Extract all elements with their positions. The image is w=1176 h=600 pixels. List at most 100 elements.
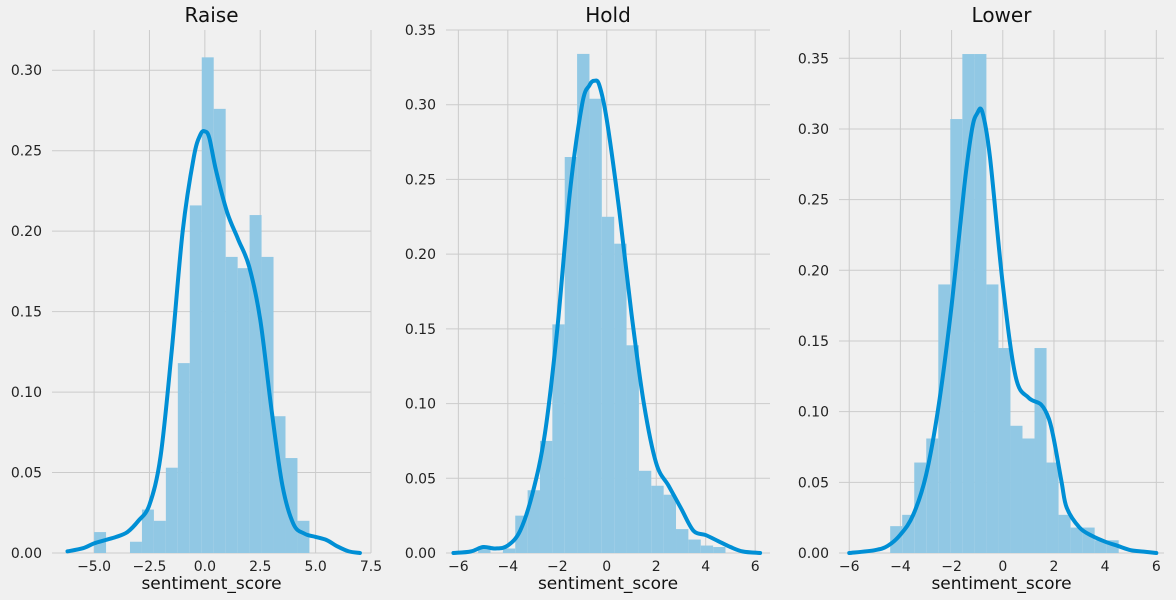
panel-title: Raise <box>185 3 239 27</box>
x-tick-label: 2.5 <box>249 559 271 575</box>
y-tick-label: 0.30 <box>798 122 829 138</box>
y-tick-label: 0.00 <box>11 546 42 562</box>
x-tick-label: −6 <box>448 559 469 575</box>
histogram-bar <box>564 157 578 553</box>
y-tick-label: 0.00 <box>405 546 436 562</box>
histogram-bar <box>237 268 250 553</box>
histogram-bar <box>1046 462 1059 553</box>
y-tick-label: 0.25 <box>11 144 42 160</box>
x-tick-label: −4 <box>498 559 519 575</box>
y-tick-label: 0.30 <box>11 63 42 79</box>
x-axis-label: sentiment_score <box>931 574 1071 594</box>
y-tick-label: 0.15 <box>405 322 436 338</box>
histogram-bar <box>1022 438 1035 553</box>
histogram-bar <box>189 205 202 553</box>
histogram-bar <box>986 284 999 553</box>
histogram-bar <box>1010 425 1023 553</box>
kde-curve <box>847 106 1159 555</box>
y-tick-label: 0.25 <box>798 193 829 209</box>
histogram-bar <box>141 509 154 553</box>
kde-curve <box>65 129 362 555</box>
histogram-bar <box>213 108 226 554</box>
x-axis-label: sentiment_score <box>538 574 678 594</box>
x-tick-label: 5.0 <box>304 559 326 575</box>
x-tick-label: −4 <box>890 559 911 575</box>
histogram-bar <box>1070 527 1083 553</box>
histogram-bar <box>1058 514 1071 553</box>
kde-curve <box>451 78 763 555</box>
panel-title: Hold <box>585 3 631 27</box>
x-tick-label: 4 <box>1101 559 1110 575</box>
histogram-bar <box>926 438 939 553</box>
histogram-bar <box>902 514 915 553</box>
histogram-bar <box>539 440 553 553</box>
histogram-bar <box>638 470 652 553</box>
histogram-bar <box>589 98 602 553</box>
y-tick-label: 0.35 <box>798 51 829 67</box>
y-tick-label: 0.05 <box>405 471 436 487</box>
x-tick-label: −2 <box>941 559 962 575</box>
x-tick-labels: −5.0 −2.5 0.0 2.5 5.0 7.5 <box>77 559 382 575</box>
x-tick-labels: −6 −4 −2 0 2 4 6 <box>839 559 1161 575</box>
y-tick-label: 0.05 <box>798 475 829 491</box>
y-tick-label: 0.20 <box>405 247 436 263</box>
x-tick-label: 2 <box>652 559 661 575</box>
histogram-bar <box>478 547 491 553</box>
histogram-bar <box>502 548 516 553</box>
x-axis-label: sentiment_score <box>141 574 281 594</box>
x-tick-label: 0 <box>998 559 1007 575</box>
histogram-bar <box>201 57 214 553</box>
x-tick-label: 6 <box>751 559 760 575</box>
histogram-bar <box>950 119 963 553</box>
kde-line <box>451 78 763 555</box>
histogram-bar <box>688 539 701 553</box>
histogram-bar <box>273 416 286 553</box>
kde-line <box>65 129 362 555</box>
histogram-bar <box>297 520 310 553</box>
x-tick-label: −5.0 <box>77 559 111 575</box>
histogram-bar <box>129 541 142 553</box>
histogram-bar <box>601 216 615 554</box>
histogram-bar <box>974 54 987 554</box>
histogram-bar <box>626 345 639 553</box>
y-tick-label: 0.30 <box>405 98 436 114</box>
histogram-bars <box>478 53 726 554</box>
y-tick-label: 0.00 <box>798 546 829 562</box>
y-tick-label: 0.10 <box>798 405 829 421</box>
histogram-bar <box>663 494 677 553</box>
x-tick-label: −2 <box>547 559 568 575</box>
histogram-bar <box>651 485 664 553</box>
y-tick-label: 0.25 <box>405 172 436 188</box>
histogram-bar <box>285 458 298 553</box>
y-tick-label: 0.05 <box>11 466 42 482</box>
y-tick-label: 0.10 <box>405 397 436 413</box>
y-tick-label: 0.35 <box>405 23 436 39</box>
kde-line <box>847 106 1159 555</box>
histogram-bar <box>153 520 166 553</box>
panel-hold: −6 −4 −2 0 2 4 6 0.000.050.100.150.200.250.300… <box>405 3 770 594</box>
histogram-bar <box>177 363 190 553</box>
y-tick-label: 0.15 <box>11 305 42 321</box>
y-tick-label: 0.10 <box>11 385 42 401</box>
histogram-bars <box>94 57 310 554</box>
y-tick-labels: 0.00 0.05 0.10 0.15 0.20 0.25 0.30 0.35 <box>798 51 829 562</box>
histogram-bar <box>261 256 274 553</box>
x-tick-labels: −6 −4 −2 0 2 4 6 <box>448 559 760 575</box>
histogram-bar <box>577 53 590 554</box>
x-tick-label: 0 <box>602 559 611 575</box>
histogram-bar <box>249 215 262 554</box>
x-tick-label: 0.0 <box>194 559 216 575</box>
histogram-bar <box>614 243 627 553</box>
histogram-bar <box>700 545 714 553</box>
y-tick-label: 0.15 <box>798 334 829 350</box>
x-tick-label: −2.5 <box>132 559 166 575</box>
y-tick-labels: 0.00 0.05 0.10 0.15 0.20 0.25 0.30 0.35 <box>405 23 436 562</box>
panel-raise: −5.0 −2.5 0.0 2.5 5.0 7.5 0.00 0.05 0.10 0.15 0.2… <box>11 3 382 594</box>
histogram-bar <box>225 256 238 553</box>
panel-title: Lower <box>972 3 1033 27</box>
x-tick-label: 6 <box>1152 559 1161 575</box>
panel-lower: −6 −4 −2 0 2 4 6 0.000.050.100.150.200.250.300… <box>798 3 1164 594</box>
histogram-bar <box>1094 540 1107 553</box>
y-tick-label: 0.20 <box>11 224 42 240</box>
